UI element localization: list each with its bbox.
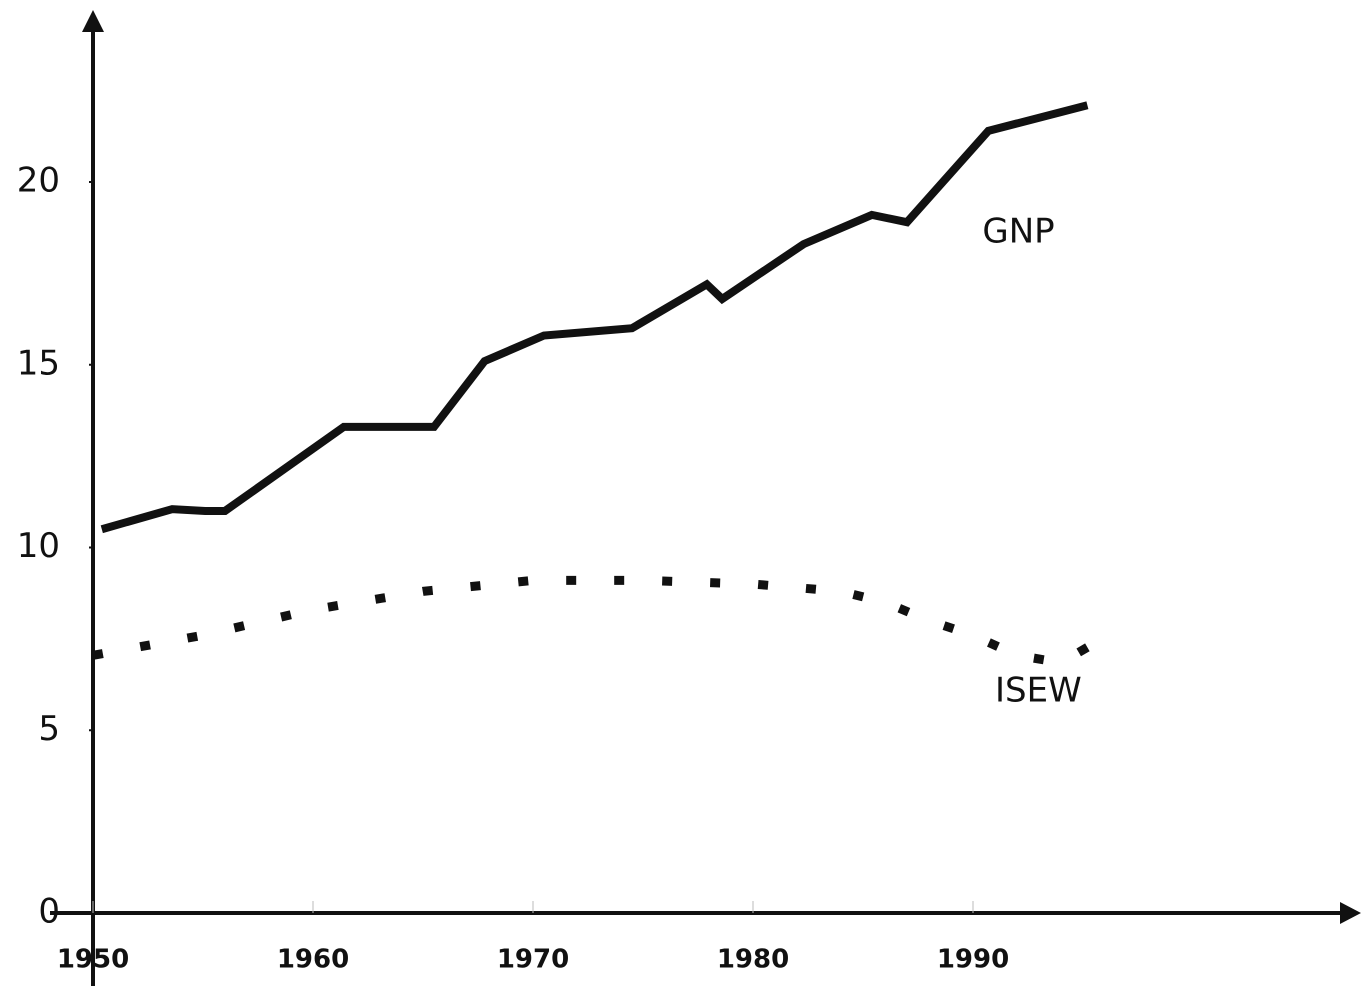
series-label: GNP (982, 212, 1054, 252)
x-tick-label: 1960 (277, 945, 349, 975)
y-tick-label: 5 (38, 709, 60, 749)
x-tick-label: 1950 (57, 945, 129, 975)
line-gnp (100, 101, 1089, 534)
y-tick-label: 10 (17, 526, 60, 566)
series-label: ISEW (995, 671, 1082, 711)
x-tick-label: 1980 (717, 945, 789, 975)
y-tick-label: 20 (17, 161, 60, 201)
line-isew (92, 575, 1108, 668)
x-axis-arrow (1340, 902, 1361, 924)
y-axis-arrow (82, 10, 104, 32)
x-tick-label: 1990 (937, 945, 1009, 975)
y-tick-label: 0 (38, 892, 60, 932)
y-tick-label: 15 (17, 343, 60, 383)
x-tick-label: 1970 (497, 945, 569, 975)
